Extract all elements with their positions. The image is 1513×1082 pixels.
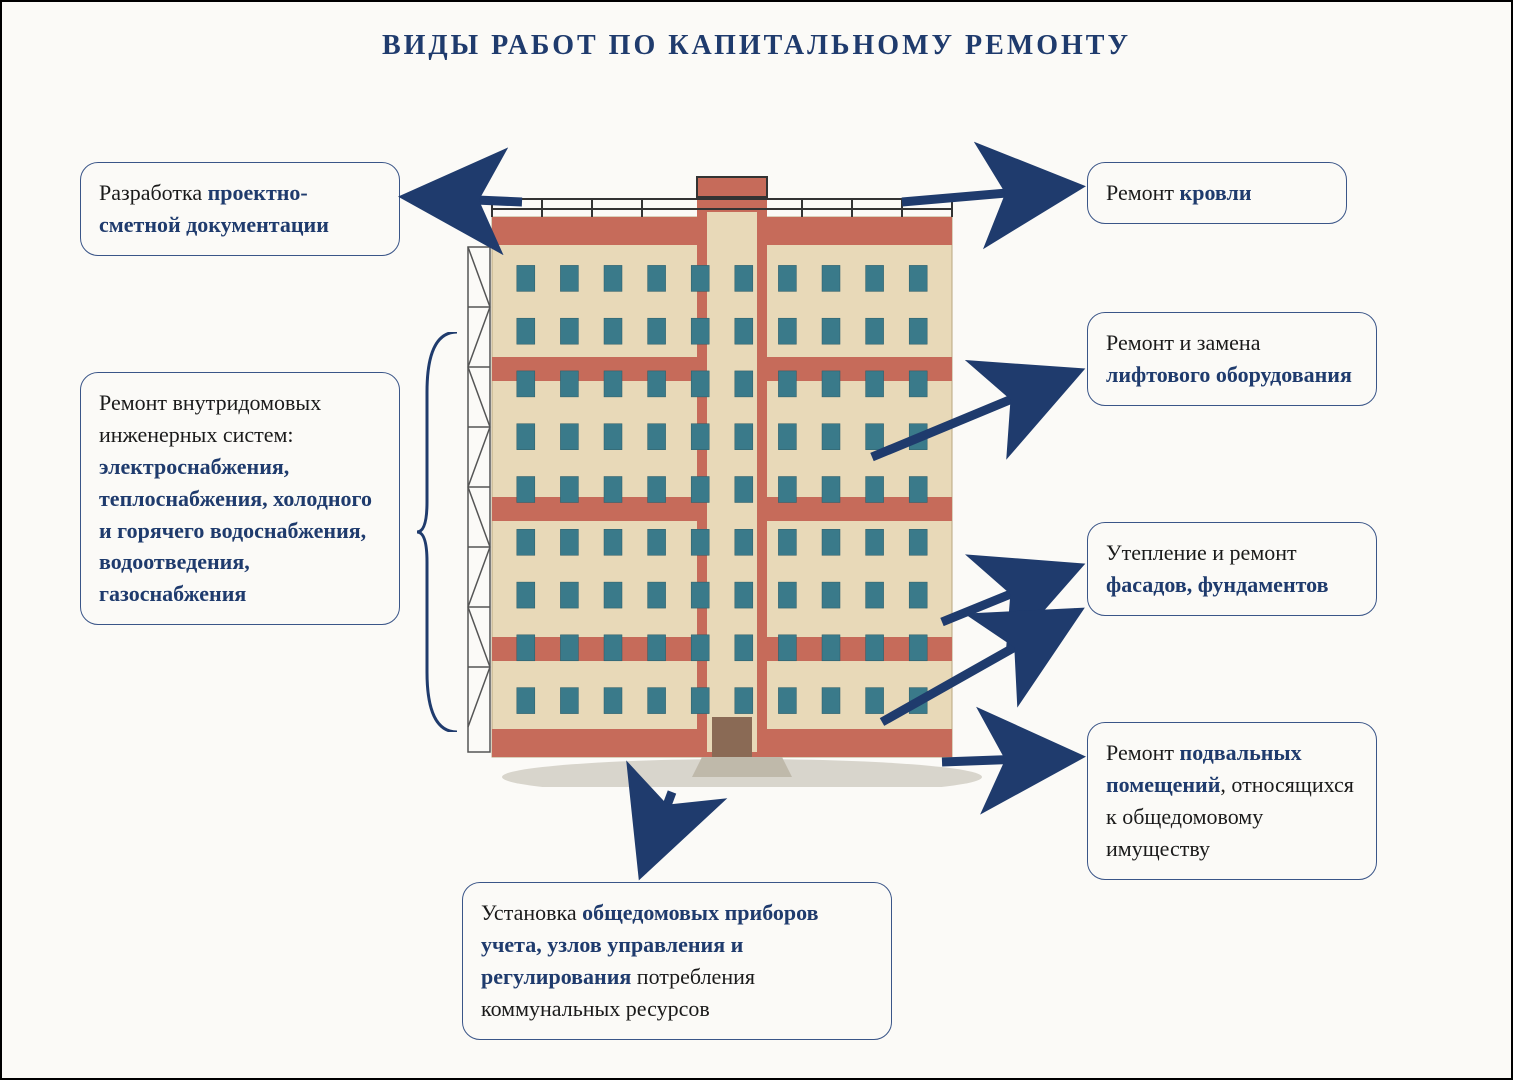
diagram-frame: ВИДЫ РАБОТ ПО КАПИТАЛЬНОМУ РЕМОНТУ — [0, 0, 1513, 1080]
text: Разработка — [99, 180, 208, 205]
arrow-meters — [642, 792, 672, 872]
callout-lift: Ремонт и замена лифтового оборудования — [1087, 312, 1377, 406]
callout-basement: Ремонт подвальных помещений, относящихся… — [1087, 722, 1377, 880]
text: Ремонт внутридомовых инженерных систем: — [99, 390, 321, 447]
text: Ремонт — [1106, 180, 1180, 205]
building-illustration — [462, 157, 982, 787]
bold-text: фасадов, фундаментов — [1106, 572, 1328, 597]
callout-facade: Утепление и ремонт фасадов, фундаментов — [1087, 522, 1377, 616]
page-title: ВИДЫ РАБОТ ПО КАПИТАЛЬНОМУ РЕМОНТУ — [2, 30, 1511, 62]
text: Утепление и ремонт — [1106, 540, 1297, 565]
brace-icon — [417, 332, 462, 732]
callout-roof: Ремонт кровли — [1087, 162, 1347, 224]
callout-engineering: Ремонт внутридомовых инженерных систем: … — [80, 372, 400, 625]
text: Ремонт и замена — [1106, 330, 1260, 355]
callout-documentation: Разработка проектно-сметной документации — [80, 162, 400, 256]
bold-text: лифтового оборудования — [1106, 362, 1352, 387]
callout-meters: Установка общедомовых приборов учета, уз… — [462, 882, 892, 1040]
text: Установка — [481, 900, 582, 925]
bold-text: электроснабжения, теплоснабжения, холодн… — [99, 454, 372, 607]
text: Ремонт — [1106, 740, 1180, 765]
bold-text: кровли — [1180, 180, 1252, 205]
